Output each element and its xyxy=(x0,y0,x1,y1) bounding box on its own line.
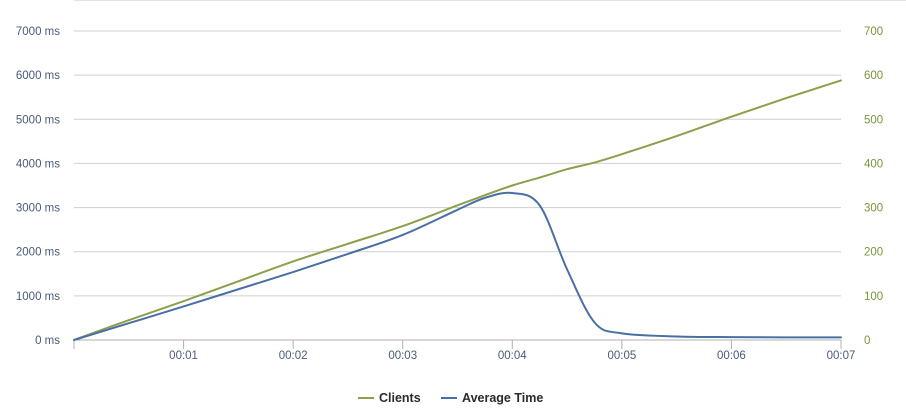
series xyxy=(73,79,842,341)
y-left-tick-label: 6000 ms xyxy=(16,70,60,82)
legend-label: Average Time xyxy=(462,391,543,405)
y-left-tick-label: 1000 ms xyxy=(16,291,60,303)
legend-item-average-time[interactable]: Average Time xyxy=(441,391,543,405)
x-tick-label: 00:03 xyxy=(388,350,417,362)
x-tick-label: 00:01 xyxy=(169,350,198,362)
y-right-tick-label: 200 xyxy=(864,247,883,259)
y-left-tick-label: 2000 ms xyxy=(16,247,60,259)
legend[interactable]: Clients Average Time xyxy=(358,391,543,405)
y-right-tick-label: 100 xyxy=(864,291,883,303)
y-right-tick-label: 400 xyxy=(864,158,883,170)
x-tick-label: 00:05 xyxy=(607,350,636,362)
legend-item-clients[interactable]: Clients xyxy=(358,391,421,405)
y-left-tick-label: 0 ms xyxy=(35,335,60,347)
y-right-tick-label: 700 xyxy=(864,26,883,38)
x-tick-label: 00:07 xyxy=(827,350,856,362)
y-right-tick-label: 500 xyxy=(864,114,883,126)
y-right-tick-label: 300 xyxy=(864,203,883,215)
y-left-tick-label: 3000 ms xyxy=(16,203,60,215)
gridlines xyxy=(74,30,841,341)
x-tick-label: 00:06 xyxy=(717,350,746,362)
series-line-average-time[interactable] xyxy=(73,191,842,341)
x-tick-label: 00:02 xyxy=(279,350,308,362)
axes: 0 ms 0 1000 ms 100 2000 ms 200 3000 ms 300 4000 … xyxy=(16,26,883,362)
y-right-tick-label: 0 xyxy=(864,335,870,347)
legend-label: Clients xyxy=(379,391,421,405)
y-left-tick-label: 5000 ms xyxy=(16,114,60,126)
y-left-tick-label: 4000 ms xyxy=(16,158,60,170)
y-left-tick-label: 7000 ms xyxy=(16,26,60,38)
series-line-clients[interactable] xyxy=(73,79,842,341)
y-right-tick-label: 600 xyxy=(864,70,883,82)
x-tick-label: 00:04 xyxy=(498,350,527,362)
